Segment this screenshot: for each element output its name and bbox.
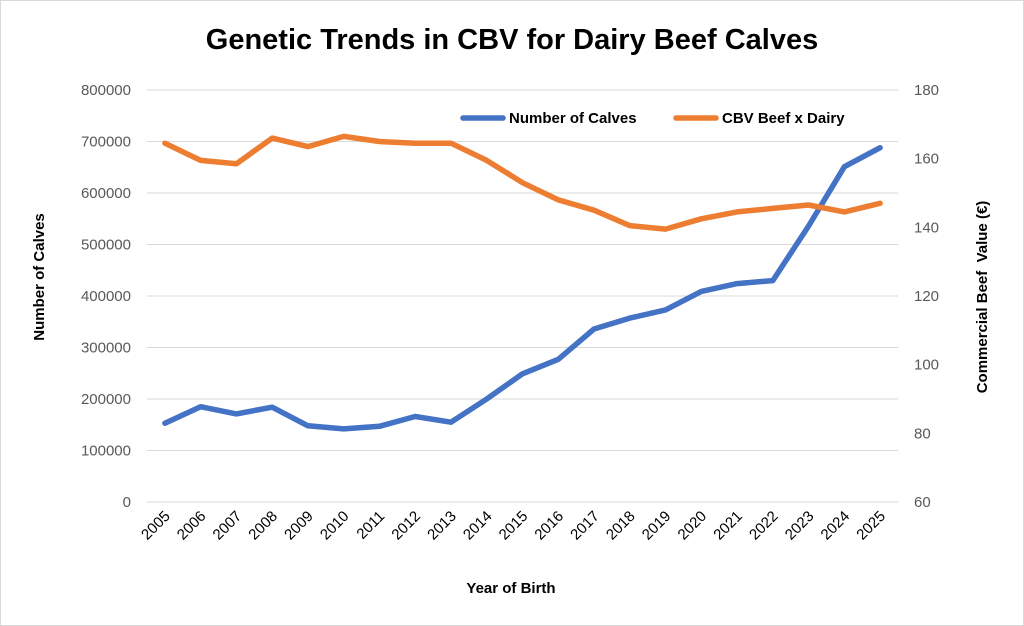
legend-label: Number of Calves [509, 110, 637, 127]
series-lines [162, 133, 883, 432]
x-tick-label: 2014 [460, 508, 496, 544]
legend: Number of Calves CBV Beef x Dairy [460, 110, 845, 127]
y2-tick-label: 60 [914, 494, 931, 511]
y-tick-label: 700000 [81, 134, 131, 151]
x-tick-label: 2021 [710, 508, 746, 544]
series-line-0 [162, 144, 883, 432]
y-tick-label: 600000 [81, 185, 131, 202]
x-tick-label: 2005 [138, 508, 174, 544]
y2-tick-label: 80 [914, 425, 931, 442]
x-axis-label: Year of Birth [466, 580, 555, 597]
x-tick-label: 2020 [675, 508, 711, 544]
y2-tick-label: 100 [914, 357, 939, 374]
chart-title: Genetic Trends in CBV for Dairy Beef Cal… [206, 24, 818, 56]
x-tick-label: 2024 [818, 508, 854, 544]
x-tick-label: 2025 [853, 508, 889, 544]
y-axis-label: Number of Calves [31, 213, 48, 341]
x-tick-label: 2008 [245, 508, 281, 544]
x-tick-label: 2010 [317, 508, 353, 544]
x-tick-label: 2009 [281, 508, 317, 544]
x-tick-label: 2016 [531, 508, 567, 544]
y2-axis-ticks: 60 80 100 120 140 160 180 [914, 82, 939, 511]
x-tick-label: 2019 [639, 508, 675, 544]
x-tick-label: 2013 [424, 508, 460, 544]
y2-tick-label: 160 [914, 151, 939, 168]
y-tick-label: 100000 [81, 443, 131, 460]
y-axis-ticks: 0 100000 200000 300000 400000 500000 600000 700… [81, 82, 131, 511]
x-tick-label: 2022 [746, 508, 782, 544]
y-tick-label: 300000 [81, 340, 131, 357]
series-line-1 [162, 133, 883, 232]
x-tick-label: 2012 [388, 508, 424, 544]
y2-tick-label: 180 [914, 82, 939, 99]
y-tick-label: 400000 [81, 288, 131, 305]
x-tick-label: 2015 [496, 508, 532, 544]
y2-tick-label: 120 [914, 288, 939, 305]
y2-axis-label: Commercial Beef Value (€) [974, 201, 991, 394]
gridlines [147, 89, 898, 503]
x-tick-label: 2017 [567, 508, 603, 544]
legend-label: CBV Beef x Dairy [722, 110, 845, 127]
y-tick-label: 800000 [81, 82, 131, 99]
x-tick-label: 2011 [353, 508, 388, 543]
x-tick-label: 2023 [782, 508, 818, 544]
x-tick-label: 2006 [174, 508, 210, 544]
x-tick-label: 2018 [603, 508, 639, 544]
y-tick-label: 500000 [81, 237, 131, 254]
x-axis-ticks: 2005 2006 2007 2008 2009 2010 2011 2012 2013 2014… [138, 508, 889, 544]
y-tick-label: 0 [123, 494, 131, 511]
x-tick-label: 2007 [210, 508, 246, 544]
y2-tick-label: 140 [914, 219, 939, 236]
y-tick-label: 200000 [81, 391, 131, 408]
